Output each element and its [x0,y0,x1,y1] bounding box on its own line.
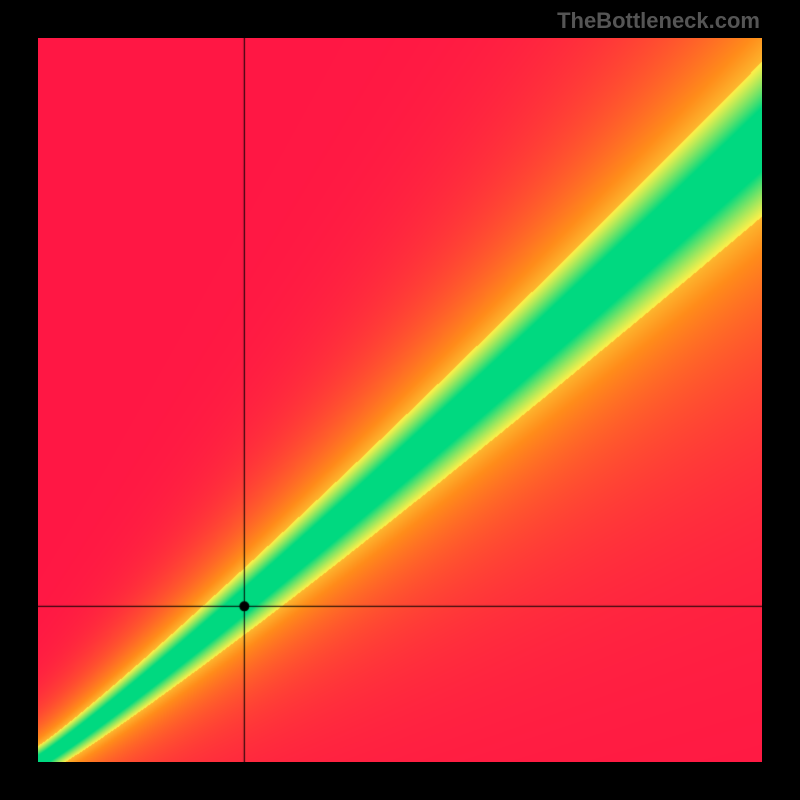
chart-frame: TheBottleneck.com [0,0,800,800]
watermark-text: TheBottleneck.com [557,8,760,34]
bottleneck-heatmap [38,38,762,762]
